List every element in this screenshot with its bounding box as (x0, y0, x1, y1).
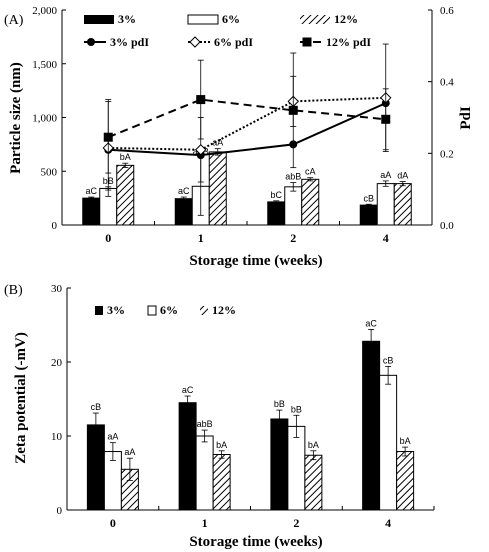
panel-b-legend-label: 6% (160, 303, 178, 317)
panel-b-bar (379, 374, 398, 511)
panel-a-significance-label: aA (380, 170, 391, 180)
panel-a-ylabel: Particle size (nm) (8, 62, 24, 174)
panel-b-bar (270, 418, 289, 511)
panel-b-category-label: 4 (385, 516, 391, 530)
panel-a-category-label: 0 (105, 231, 111, 245)
panel-a-category-label: 1 (198, 231, 204, 245)
panel-b-significance-label: aC (365, 318, 377, 328)
panel-a-legend-swatch (84, 15, 114, 24)
panel-a-bar (376, 183, 395, 226)
panel-a-significance-label: cA (305, 167, 316, 177)
panel-b-bar (178, 402, 197, 511)
panel-a-significance-label: dA (397, 170, 408, 180)
panel-a-pdi-marker (381, 114, 391, 124)
panel-b-bar (86, 424, 105, 511)
panel-a-legend-swatch (300, 15, 330, 24)
panel-b-xlabel: Storage time (weeks) (189, 534, 322, 550)
panel-a-legend-label: 3% (118, 12, 136, 26)
panel-a-legend-label: 6% (222, 12, 240, 26)
panel-a-significance-label: abB (285, 172, 301, 182)
panel-a-y-tick-label: 500 (41, 166, 58, 178)
panel-a-legend-line-label: 6% pdI (214, 35, 253, 49)
panel-b-significance-label: cB (383, 355, 394, 365)
panel-b-category-label: 0 (110, 516, 116, 530)
panel-a-y2-tick-label: 0.6 (440, 5, 454, 17)
panel-b-significance-label: bA (308, 440, 319, 450)
panel-a-bar (393, 183, 412, 226)
panel-b-bar (304, 454, 323, 511)
panel-a-label: (A) (4, 13, 24, 28)
panel-b-y-tick-label: 20 (51, 357, 63, 369)
panel-a-bar (116, 164, 135, 226)
panel-a-xlabel: Storage time (weeks) (189, 253, 322, 269)
panel-b-bar (396, 451, 415, 511)
panel-a-y-tick-label: 0 (52, 220, 58, 232)
panel-a-pdi-marker (196, 95, 206, 105)
panel-b-legend-swatch (147, 305, 157, 316)
panel-a-legend-marker (189, 36, 201, 48)
panel-a-legend-label: 12% (334, 12, 358, 26)
panel-a-bar (301, 178, 320, 226)
panel-a-significance-label: aC (178, 186, 190, 196)
panel-a-category-label: 4 (383, 231, 389, 245)
panel-b-category-label: 1 (202, 516, 208, 530)
panel-a-category-label: 2 (290, 231, 296, 245)
panel-b-y-tick-label: 0 (57, 505, 63, 517)
panel-b-legend-label: 3% (107, 303, 125, 317)
panel-a-pdi-marker (288, 105, 298, 115)
panel-a-bar (208, 151, 227, 226)
panel-b-y-tick-label: 30 (51, 283, 63, 295)
panel-a-pdi-marker (103, 132, 113, 142)
panel-a-y-tick-label: 2,000 (32, 5, 57, 17)
panel-a-y-tick-label: 1,500 (32, 59, 57, 71)
panel-a-pdi-line (107, 98, 386, 139)
panel-a-y2-tick-label: 0.0 (440, 220, 454, 232)
panel-b-bar (287, 425, 306, 511)
panel-b-category-label: 2 (293, 516, 299, 530)
panel-b-significance-label: aC (182, 385, 194, 395)
panel-b-legend-label: 12% (212, 303, 236, 317)
panel-b-significance-label: abB (197, 419, 213, 429)
panel-a-legend-marker (87, 38, 95, 46)
panel-b-significance-label: cB (91, 402, 102, 412)
panel-a-y-tick-label: 1,000 (32, 113, 57, 125)
panel-b-legend-swatch (95, 306, 103, 315)
panel-b-bar (362, 340, 381, 511)
panel-b-label: (B) (4, 283, 23, 298)
panel-a-legend-line-label: 12% pdI (326, 35, 371, 49)
panel-a-bar (82, 197, 101, 226)
panel-a-significance-label: bC (270, 190, 282, 200)
panel-b-significance-label: bB (274, 399, 285, 409)
panel-a-significance-label: cB (363, 193, 374, 203)
panel-a-legend-marker (302, 37, 312, 47)
panel-a-significance-label: bA (120, 152, 131, 162)
panel-a-legend-line-label: 3% pdI (110, 35, 149, 49)
panel-b-significance-label: bA (216, 440, 227, 450)
panel-b-bar (212, 454, 231, 511)
panel-b-y-tick-label: 10 (51, 431, 63, 443)
panel-b-legend-swatch (200, 306, 208, 315)
panel-a-legend-swatch (187, 14, 219, 25)
panel-a-y2-tick-label: 0.4 (440, 77, 454, 89)
panel-a-significance-label: aA (212, 138, 223, 148)
panel-b-significance-label: aA (124, 447, 135, 457)
panel-a-bar (284, 186, 303, 226)
panel-b-bar (195, 435, 214, 511)
plot-layer: 0 500 1,000 1,500 2,000 0.0 0.2 0.4 0.6 0 aC bB bA 1 a… (32, 5, 454, 530)
panel-a-pdi-line (108, 102, 387, 157)
panel-b-significance-label: bB (291, 404, 302, 414)
panel-a-significance-label: aC (85, 186, 97, 196)
panel-b-significance-label: bA (400, 436, 411, 446)
panel-a-y2-tick-label: 0.2 (440, 148, 454, 160)
panel-b-ylabel: Zeta potential (-mV) (13, 332, 29, 464)
panel-a-y2label: PdI (458, 106, 474, 130)
panel-a-bar (267, 201, 286, 226)
panel-a-pdi-line (108, 96, 386, 151)
panel-a-bar (359, 204, 378, 226)
panel-a-pdi-marker (195, 144, 207, 156)
panel-a-bar (174, 198, 193, 226)
panel-b-significance-label: aA (107, 432, 118, 442)
